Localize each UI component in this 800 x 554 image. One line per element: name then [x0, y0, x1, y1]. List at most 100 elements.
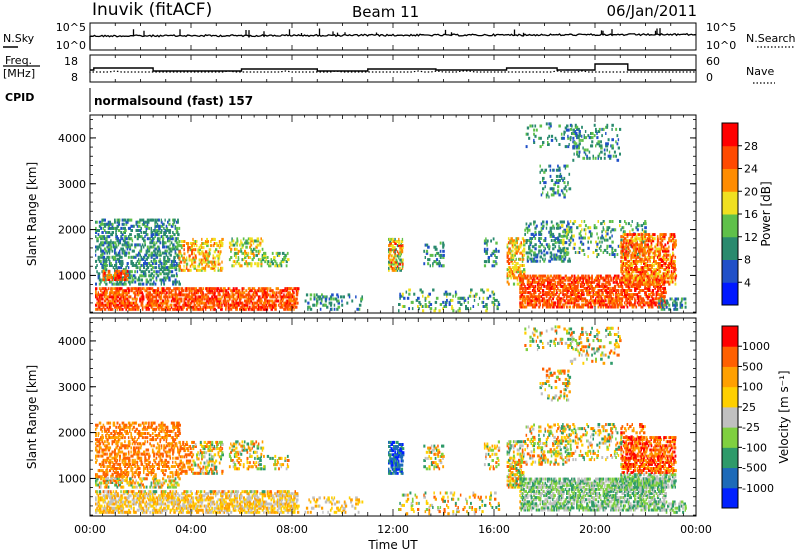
scatter-cell — [183, 297, 186, 301]
scatter-cell — [649, 278, 651, 282]
scatter-cell — [131, 276, 134, 280]
scatter-cell — [202, 258, 205, 262]
scatter-cell — [222, 291, 225, 295]
scatter-cell — [533, 293, 536, 297]
scatter-cell — [172, 293, 175, 297]
scatter-cell — [178, 293, 181, 297]
scatter-cell — [127, 270, 130, 274]
scatter-cell — [650, 280, 653, 284]
scatter-cell — [141, 297, 144, 301]
scatter-cell — [156, 251, 159, 255]
scatter-cell — [260, 289, 263, 293]
scatter-cell — [640, 237, 642, 241]
scatter-cell — [389, 252, 391, 256]
scatter-cell — [217, 250, 220, 254]
scatter-cell — [208, 250, 211, 254]
scatter-cell — [438, 262, 440, 266]
scatter-cell — [639, 272, 642, 276]
scatter-cell — [106, 231, 109, 234]
scatter-cell — [592, 280, 596, 284]
scatter-cell — [394, 264, 396, 268]
scatter-cell — [649, 303, 652, 307]
scatter-cell — [509, 274, 512, 278]
scatter-cell — [579, 305, 582, 309]
scatter-cell — [225, 303, 228, 307]
scatter-cell — [478, 296, 481, 300]
scatter-cell — [568, 228, 571, 232]
scatter-cell — [646, 272, 649, 276]
scatter-cell — [562, 286, 565, 290]
scatter-cell — [151, 276, 154, 280]
scatter-cell — [232, 260, 235, 264]
scatter-cell — [162, 287, 165, 291]
scatter-cell — [125, 222, 128, 226]
scatter-cell — [428, 292, 431, 296]
scatter-cell — [615, 127, 618, 131]
scatter-cell — [548, 284, 551, 288]
scatter-cell — [276, 253, 279, 257]
scatter-cell — [632, 253, 635, 257]
scatter-cell — [512, 241, 515, 245]
scatter-cell — [160, 224, 164, 228]
scatter-cell — [174, 282, 177, 286]
scatter-cell — [167, 272, 170, 276]
scatter-cell — [674, 259, 676, 263]
scatter-cell — [640, 241, 643, 245]
scatter-cell — [635, 243, 638, 247]
scatter-cell — [582, 299, 585, 303]
scatter-cell — [663, 249, 666, 253]
scatter-cell — [241, 291, 243, 295]
scatter-cell — [530, 284, 534, 288]
scatter-cell — [201, 266, 204, 270]
scatter-cell — [656, 235, 659, 239]
scatter-cell — [632, 284, 635, 288]
scatter-cell — [637, 299, 640, 303]
scatter-cell — [653, 259, 655, 263]
scatter-cell — [145, 251, 148, 255]
scatter-cell — [174, 259, 177, 263]
scatter-cell — [189, 295, 192, 299]
scatter-cell — [560, 280, 564, 284]
scatter-cell — [616, 282, 620, 286]
scatter-cell — [602, 286, 605, 290]
scatter-cell — [107, 241, 110, 245]
scatter-cell — [626, 305, 629, 309]
scatter-cell — [581, 228, 583, 232]
scatter-cell — [140, 291, 144, 295]
scatter-cell — [95, 220, 97, 224]
scatter-cell — [626, 272, 629, 276]
scatter-cell — [620, 251, 623, 255]
scatter-cell — [672, 251, 674, 255]
scatter-cell — [203, 268, 207, 272]
scatter-cell — [651, 270, 655, 274]
nsky-panel: N.Sky 10^5 10^0 10^5 10^0 N.Search — [3, 21, 796, 52]
scatter-cell — [136, 224, 139, 228]
scatter-cell — [202, 293, 205, 297]
scatter-cell — [358, 303, 362, 307]
scatter-cell — [105, 270, 107, 274]
scatter-cell — [444, 303, 447, 306]
scatter-cell — [577, 274, 580, 278]
scatter-cell — [631, 228, 634, 232]
scatter-cell — [659, 278, 661, 282]
scatter-cell — [145, 229, 148, 232]
scatter-cell — [237, 301, 241, 305]
scatter-cell — [583, 148, 587, 152]
scatter-cell — [191, 291, 193, 295]
scatter-cell — [111, 275, 113, 279]
scatter-cell — [309, 297, 312, 301]
scatter-cell — [545, 301, 549, 305]
scatter-cell — [634, 243, 637, 247]
scatter-cell — [639, 301, 641, 305]
scatter-cell — [170, 293, 173, 297]
scatter-cell — [249, 237, 251, 241]
scatter-cell — [400, 240, 404, 243]
scatter-cell — [95, 307, 97, 311]
scatter-cell — [616, 289, 619, 292]
scatter-cell — [592, 286, 595, 290]
scatter-cell — [624, 220, 626, 223]
scatter-cell — [531, 284, 535, 288]
scatter-cell — [605, 238, 607, 242]
scatter-cell — [278, 253, 281, 257]
scatter-cell — [134, 276, 137, 280]
